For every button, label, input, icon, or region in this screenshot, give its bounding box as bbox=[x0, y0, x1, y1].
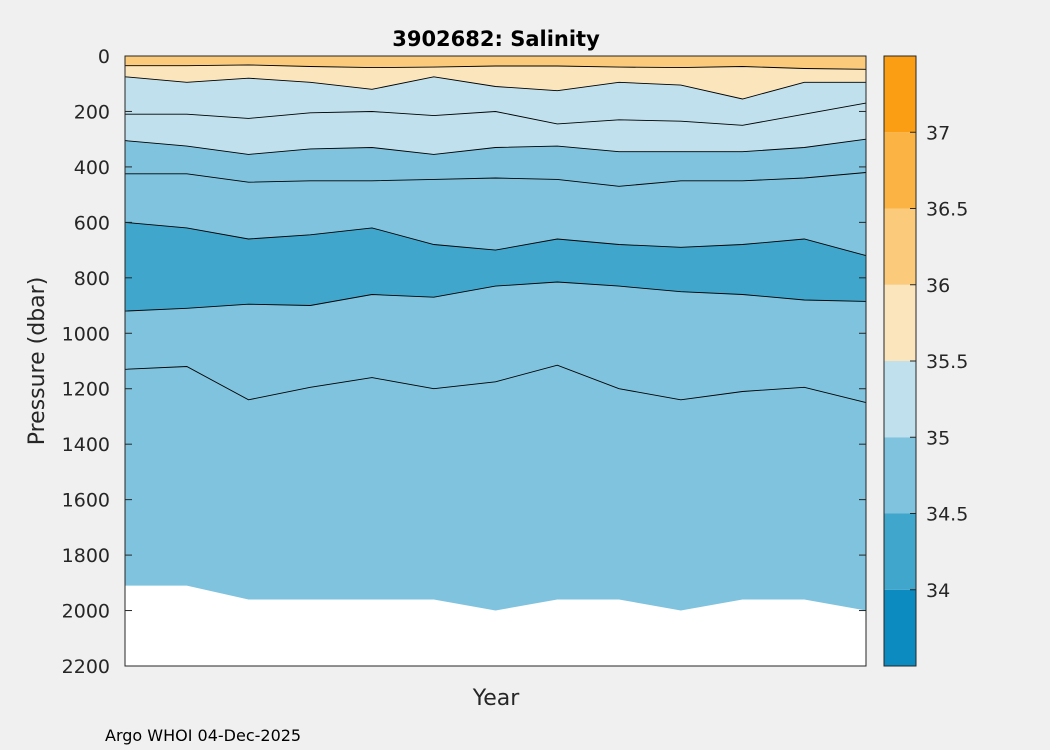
colorbar-band-4 bbox=[884, 361, 916, 438]
contour-line-35.5-2 bbox=[124, 76, 866, 100]
colorbar-tick-label: 36.5 bbox=[926, 199, 968, 221]
salinity-band-4 bbox=[125, 103, 866, 155]
salinity-band-3 bbox=[125, 76, 866, 126]
plot-frame bbox=[124, 55, 867, 667]
y-tick-label: 600 bbox=[74, 212, 110, 234]
y-tick-label: 400 bbox=[74, 157, 110, 179]
x-axis-label: Year bbox=[472, 686, 521, 711]
y-axis-label: Pressure (dbar) bbox=[25, 277, 50, 446]
y-tick-label: 0 bbox=[98, 46, 110, 68]
salinity-band-1 bbox=[125, 56, 866, 70]
y-tick-label: 800 bbox=[74, 268, 110, 290]
y-tick-label: 1200 bbox=[62, 379, 110, 401]
contour-line-34.5-6 bbox=[124, 221, 867, 257]
y-tick-label: 1400 bbox=[62, 434, 110, 456]
colorbar-tick-label: 35 bbox=[926, 427, 950, 449]
contour-line-36-1 bbox=[125, 64, 867, 70]
y-axis-ticks: 0 200 400 600 800 1000 1200 1400 1600 1800 2000 220… bbox=[62, 46, 866, 678]
footer-credit: Argo WHOI 04-Dec-2025 bbox=[105, 726, 301, 745]
y-tick-label: 2000 bbox=[62, 601, 110, 623]
y-tick-label: 200 bbox=[74, 101, 110, 123]
contour-line-35.2-3 bbox=[125, 102, 867, 126]
colorbar-band-5 bbox=[884, 284, 916, 361]
colorbar-tick-label: 35.5 bbox=[926, 351, 968, 373]
colorbar-band-2 bbox=[884, 513, 916, 590]
y-tick-label: 1000 bbox=[62, 323, 110, 345]
contour-line-34.8-5 bbox=[125, 172, 867, 187]
colorbar-band-8 bbox=[884, 56, 916, 133]
colorbar-tick-label: 37 bbox=[926, 122, 950, 144]
colorbar-tick-label: 36 bbox=[926, 275, 950, 297]
data-coverage-fill bbox=[125, 56, 866, 611]
colorbar-tick-label: 34.5 bbox=[926, 504, 968, 526]
chart-title: 3902682: Salinity bbox=[392, 27, 600, 51]
y-tick-label: 1800 bbox=[62, 545, 110, 567]
y-tick-label: 1600 bbox=[62, 490, 110, 512]
plot-area bbox=[125, 56, 866, 666]
contour-lines bbox=[124, 64, 867, 404]
colorbar-band-6 bbox=[884, 208, 916, 285]
contour-line-34.5-7 bbox=[124, 281, 867, 312]
colorbar-band-7 bbox=[884, 132, 916, 209]
colorbar-band-1 bbox=[884, 589, 916, 666]
contour-line-35-4 bbox=[124, 138, 867, 155]
salinity-band-5 bbox=[125, 222, 866, 312]
contour-line-34.8-8 bbox=[124, 364, 867, 404]
colorbar-band-3 bbox=[884, 437, 916, 514]
y-tick-label: 2200 bbox=[62, 656, 110, 678]
salinity-band-2 bbox=[125, 64, 866, 99]
colorbar: 34 34.5 35 35.5 36 36.5 37 bbox=[883, 55, 968, 667]
colorbar-tick-label: 34 bbox=[926, 580, 950, 602]
